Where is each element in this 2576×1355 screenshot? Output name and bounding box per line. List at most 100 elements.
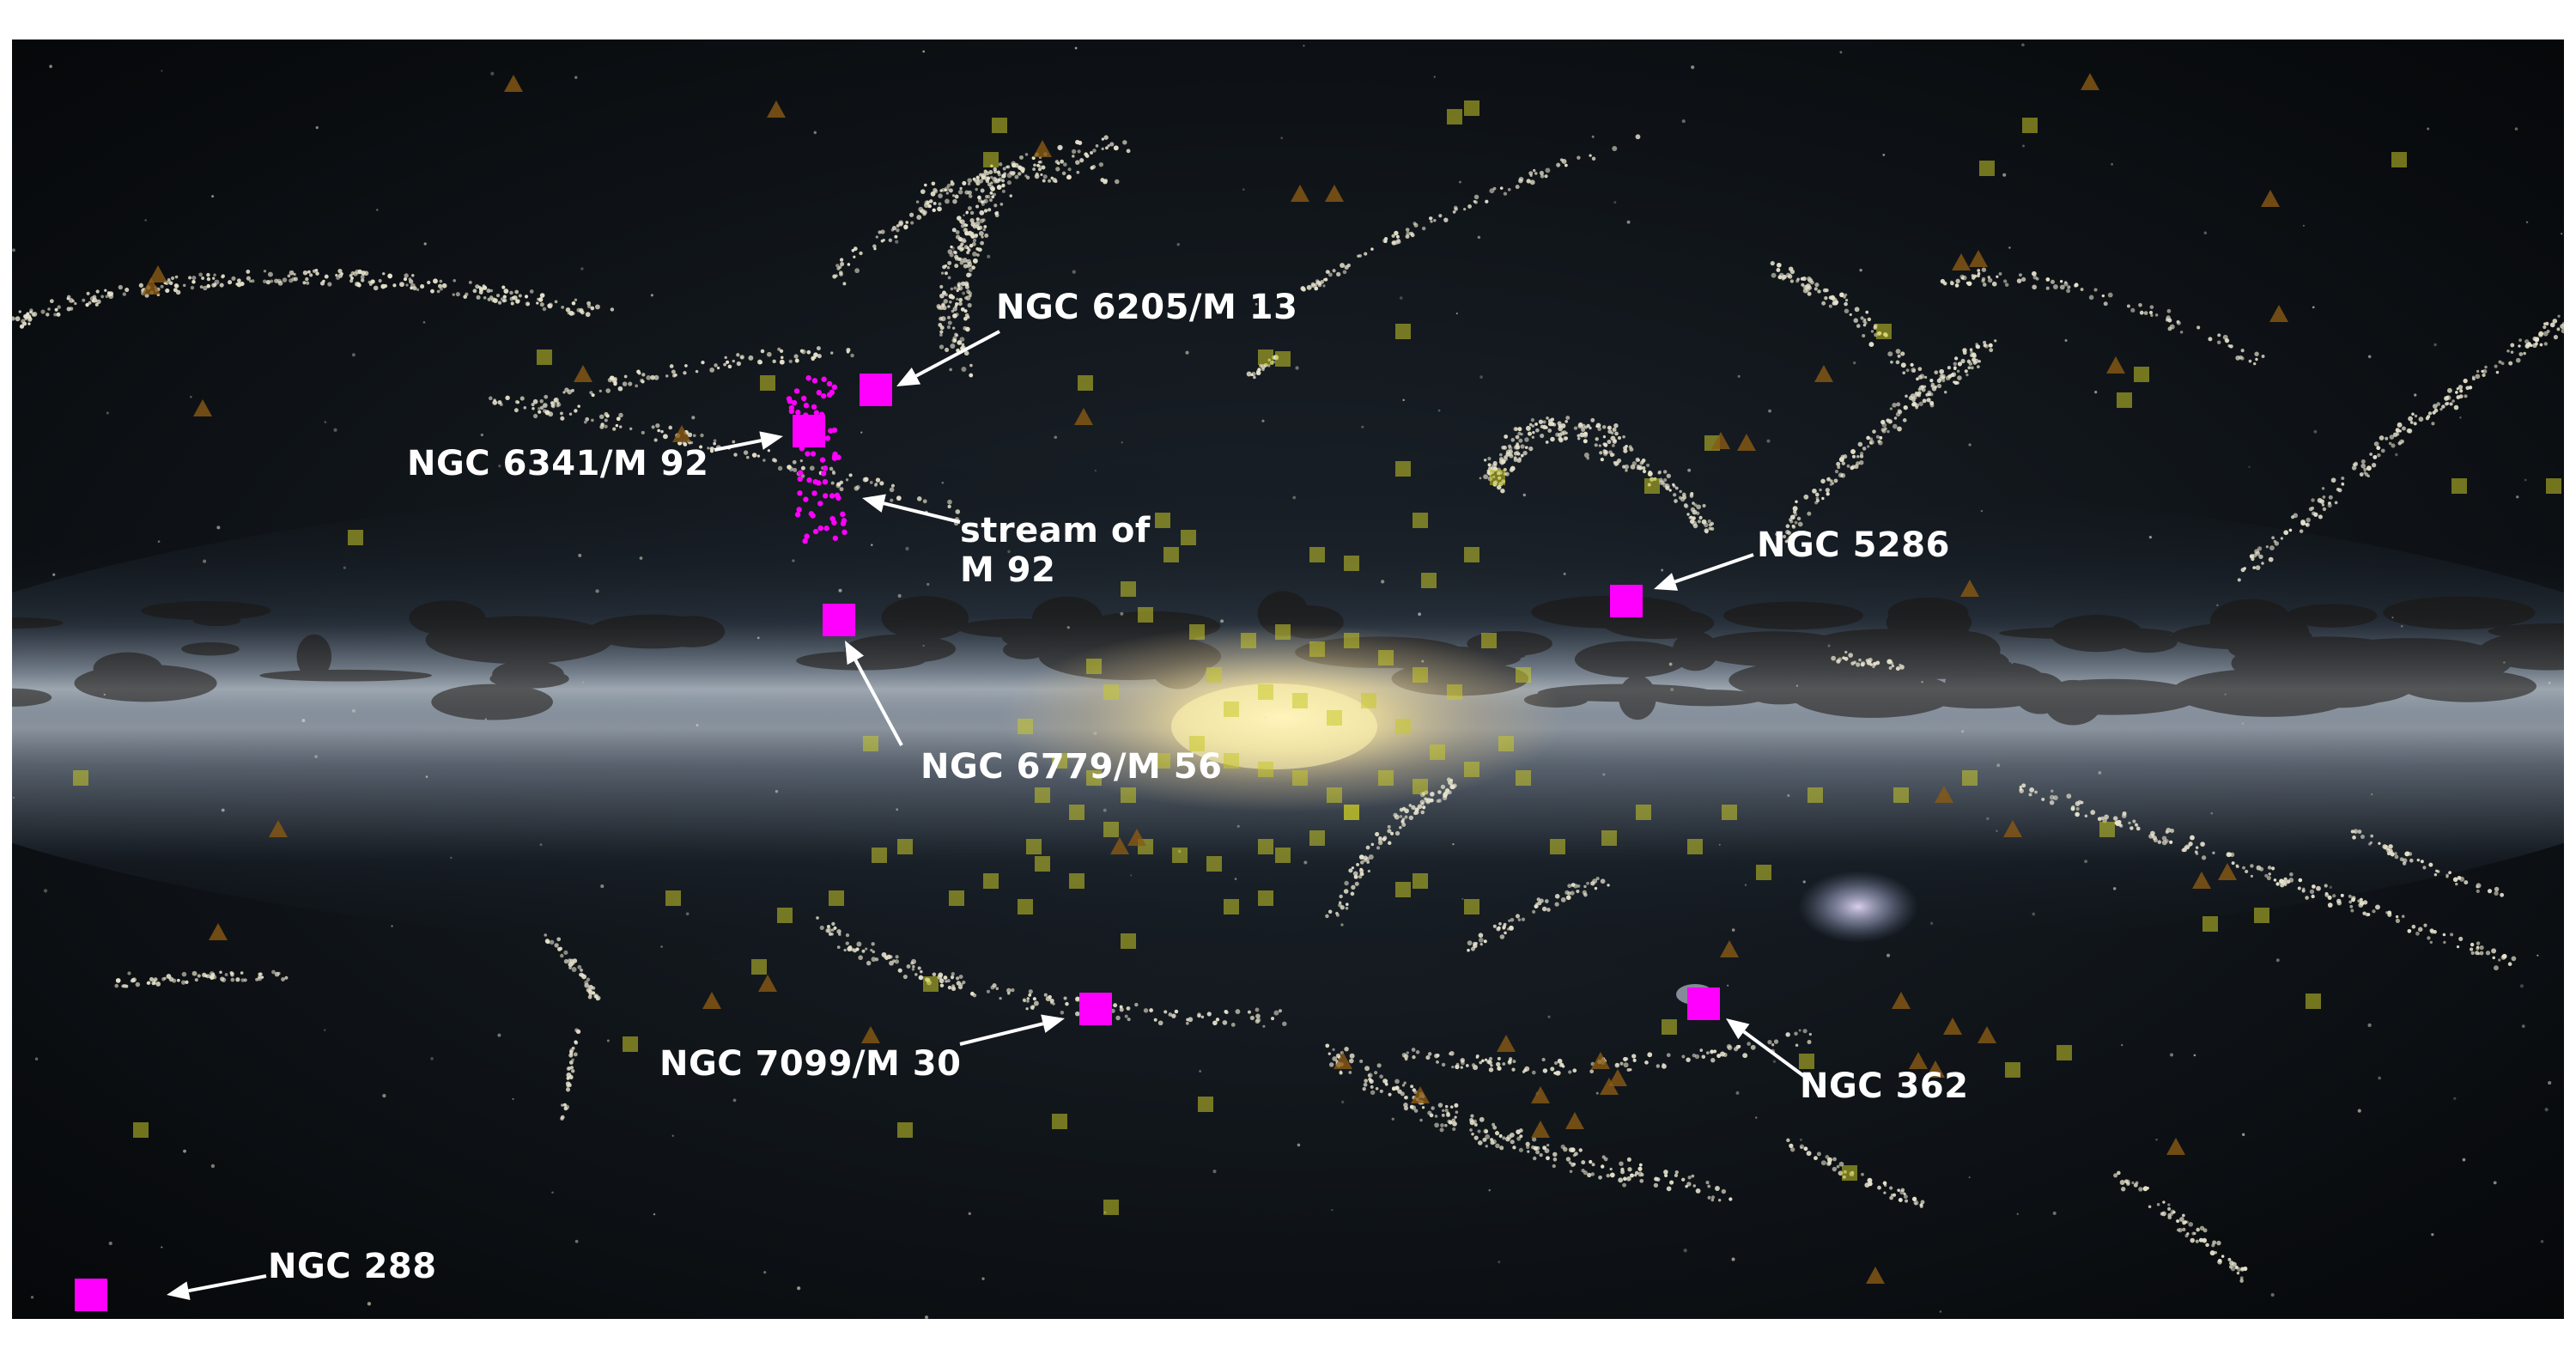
all-sky-image [12,39,2564,1319]
stream-star [1394,230,1399,236]
stream-star [977,195,981,200]
stream-star [405,283,409,287]
stream-star [1673,484,1676,488]
stream-star [2360,835,2365,839]
stream-star [2049,799,2055,805]
stream-star [206,276,211,282]
stream-star [951,194,956,197]
stream-star [2311,894,2315,899]
stream-star [104,289,107,292]
stream-star [2252,566,2257,569]
stream-star [565,307,571,313]
field-star [30,1296,34,1299]
stream-star [1531,1070,1536,1075]
stream-star [937,305,942,310]
field-star [1691,65,1695,70]
stream-star [1957,362,1963,367]
field-star [1795,684,1798,687]
field-star [1292,495,1297,500]
stream-star [173,288,178,293]
field-star [1522,493,1526,497]
stream-star [2321,487,2325,490]
field-star [1072,270,1076,274]
stream-star [1546,1143,1550,1147]
field-star [1626,220,1631,224]
stream-star [1483,474,1489,480]
stream-star [532,398,538,404]
stream-star [2202,1237,2208,1243]
stream-star [2453,404,2459,410]
stream-star [2487,889,2493,894]
stream-star [1496,927,1501,932]
stream-star [1666,1186,1672,1192]
stream-star [972,252,977,257]
gc-square [1395,324,1411,339]
dust-patch [2209,599,2293,645]
stream-star [2561,328,2564,334]
gc-square [1035,787,1050,803]
stream-star [1399,825,1402,829]
stream-star [1348,868,1353,873]
arrow-ngc7099 [959,1014,1065,1046]
stream-star [811,355,816,361]
stream-star [355,269,360,275]
m92-stream-point [841,529,848,536]
stream-star [1681,1177,1686,1182]
stream-star [2275,882,2280,886]
stream-star [1028,989,1033,994]
stream-star [1826,477,1831,482]
stream-star [946,325,951,330]
stream-star [1540,424,1545,429]
triangle-marker [149,265,167,283]
stream-star [2492,956,2496,960]
stream-star [1970,366,1974,370]
field-star [1261,419,1265,422]
stream-star [939,344,945,349]
field-star [2275,958,2280,963]
stream-star [727,364,732,369]
stream-star [538,410,542,414]
field-star [1787,793,1790,798]
stream-star [833,926,837,930]
stream-star [1505,1136,1510,1142]
stream-star [1062,162,1067,167]
stream-star [896,224,900,228]
field-star [582,681,585,684]
stream-star [2366,913,2371,916]
stream-star [1031,155,1036,161]
stream-star [2143,311,2148,315]
stream-star [976,226,981,231]
stream-star [2169,840,2173,844]
triangle-marker [504,75,523,92]
stream-star [1829,479,1833,483]
triangle-marker [1969,250,1988,267]
m92-stream-point [811,378,818,384]
gc-square [348,530,363,545]
stream-star [302,281,307,285]
stream-star [745,455,750,459]
stream-star [983,225,987,228]
stream-star [1786,1138,1790,1143]
stream-star [1701,1054,1706,1060]
stream-star [547,303,551,307]
stream-star [1802,1029,1807,1034]
stream-star [993,192,996,197]
stream-star [1446,1112,1451,1117]
stream-star [2436,402,2441,406]
stream-star [2322,495,2326,499]
stream-star [952,326,956,330]
gc-square [1292,693,1308,708]
stream-star [2176,1228,2180,1232]
field-star [1103,808,1107,812]
stream-star [1126,149,1131,154]
highlight-ngc362 [1687,987,1720,1020]
stream-star [1792,506,1798,512]
field-star [1007,550,1011,554]
stream-star [2035,276,2039,281]
stream-star [2250,874,2254,878]
stream-star [2482,373,2486,378]
stream-star [1518,1147,1523,1152]
triangle-marker [574,365,592,382]
stream-star [2157,840,2162,844]
stream-star [1412,1054,1416,1060]
